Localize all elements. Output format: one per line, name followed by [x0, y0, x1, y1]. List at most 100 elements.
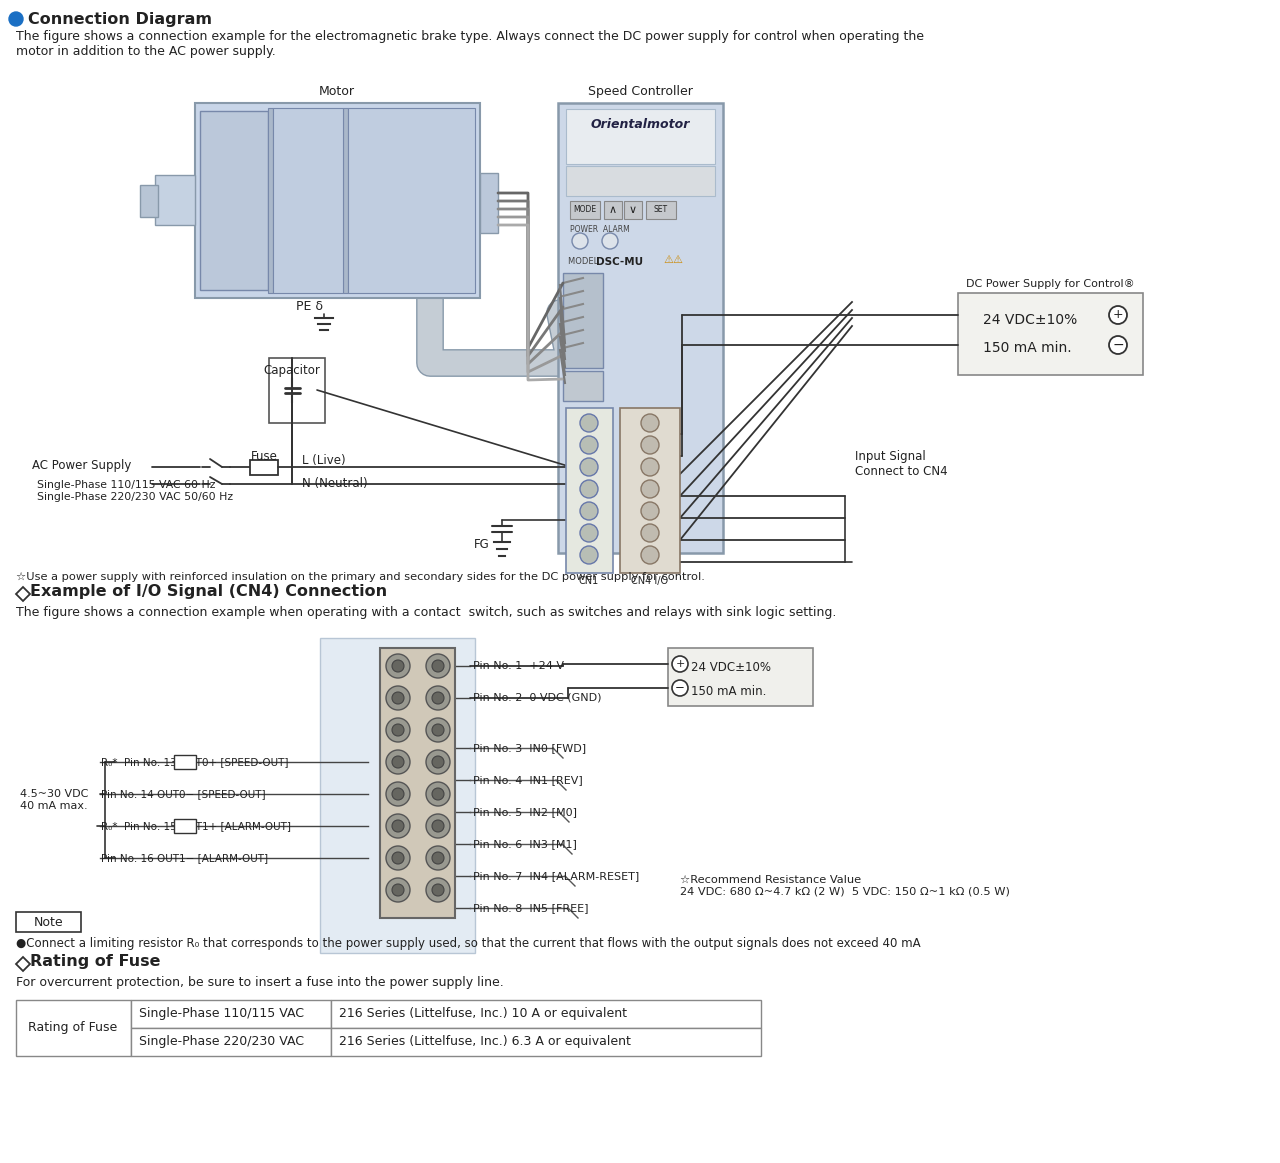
Circle shape — [392, 852, 404, 864]
Circle shape — [672, 656, 689, 672]
Text: 4.5~30 VDC
40 mA max.: 4.5~30 VDC 40 mA max. — [20, 790, 88, 811]
Circle shape — [433, 692, 444, 704]
Text: Single-Phase 110/115 VAC 60 Hz
Single-Phase 220/230 VAC 50/60 Hz: Single-Phase 110/115 VAC 60 Hz Single-Ph… — [37, 480, 233, 501]
Circle shape — [426, 814, 451, 839]
Polygon shape — [15, 957, 29, 971]
Text: Fuse: Fuse — [251, 450, 278, 463]
Text: 24 VDC±10%: 24 VDC±10% — [691, 661, 771, 675]
Circle shape — [580, 480, 598, 498]
Circle shape — [392, 820, 404, 832]
Circle shape — [641, 480, 659, 498]
Text: Single-Phase 220/230 VAC: Single-Phase 220/230 VAC — [140, 1035, 305, 1049]
Text: Example of I/O Signal (CN4) Connection: Example of I/O Signal (CN4) Connection — [29, 584, 387, 599]
Circle shape — [641, 502, 659, 520]
Text: Pin No. 4  IN1 [REV]: Pin No. 4 IN1 [REV] — [474, 775, 582, 785]
Bar — [320, 638, 475, 952]
Circle shape — [387, 846, 410, 870]
Text: Pin No. 1  +24 V: Pin No. 1 +24 V — [474, 661, 564, 671]
Text: The figure shows a connection example for the electromagnetic brake type. Always: The figure shows a connection example fo… — [15, 30, 924, 58]
Text: Motor: Motor — [319, 85, 355, 98]
Text: R₀*  Pin No. 13 OUT0+ [SPEED-OUT]: R₀* Pin No. 13 OUT0+ [SPEED-OUT] — [101, 757, 288, 768]
Text: R₀*  Pin No. 15 OUT1+ [ALARM-OUT]: R₀* Pin No. 15 OUT1+ [ALARM-OUT] — [101, 821, 291, 832]
Circle shape — [433, 789, 444, 800]
Text: Connection Diagram: Connection Diagram — [28, 12, 212, 27]
Circle shape — [426, 846, 451, 870]
Circle shape — [580, 414, 598, 431]
Text: Rating of Fuse: Rating of Fuse — [29, 954, 160, 969]
Circle shape — [387, 750, 410, 775]
Bar — [250, 461, 278, 475]
Bar — [563, 371, 603, 401]
Text: 150 mA min.: 150 mA min. — [983, 341, 1071, 355]
Text: −: − — [1112, 338, 1124, 352]
Circle shape — [602, 233, 618, 249]
Circle shape — [580, 545, 598, 564]
Bar — [348, 108, 475, 293]
Bar — [131, 1000, 332, 1028]
Text: AC Power Supply: AC Power Supply — [32, 458, 132, 471]
Text: Pin No. 6  IN3 [M1]: Pin No. 6 IN3 [M1] — [474, 839, 577, 849]
Text: 216 Series (Littelfuse, Inc.) 6.3 A or equivalent: 216 Series (Littelfuse, Inc.) 6.3 A or e… — [339, 1035, 631, 1049]
Text: CN4 I/O: CN4 I/O — [631, 576, 668, 586]
Bar — [563, 273, 603, 368]
Bar — [15, 912, 81, 932]
Polygon shape — [305, 383, 317, 398]
Text: ⚠⚠: ⚠⚠ — [663, 255, 684, 265]
Circle shape — [387, 782, 410, 806]
Text: ●Connect a limiting resistor R₀ that corresponds to the power supply used, so th: ●Connect a limiting resistor R₀ that cor… — [15, 937, 920, 950]
Text: Single-Phase 110/115 VAC: Single-Phase 110/115 VAC — [140, 1007, 305, 1020]
Circle shape — [572, 233, 588, 249]
Text: ☆Use a power supply with reinforced insulation on the primary and secondary side: ☆Use a power supply with reinforced insu… — [15, 572, 705, 582]
Circle shape — [580, 458, 598, 476]
Bar — [140, 185, 157, 217]
Text: Pin No. 3  IN0 [FWD]: Pin No. 3 IN0 [FWD] — [474, 743, 586, 752]
Text: Orientalmotor: Orientalmotor — [590, 119, 690, 131]
Text: For overcurrent protection, be sure to insert a fuse into the power supply line.: For overcurrent protection, be sure to i… — [15, 976, 504, 989]
Text: +: + — [676, 659, 685, 669]
Circle shape — [580, 525, 598, 542]
Circle shape — [433, 659, 444, 672]
Circle shape — [392, 884, 404, 896]
Bar — [268, 108, 273, 293]
Polygon shape — [15, 587, 29, 601]
Text: Pin No. 5  IN2 [M0]: Pin No. 5 IN2 [M0] — [474, 807, 577, 816]
Bar — [480, 173, 498, 233]
Bar — [625, 201, 643, 219]
Text: MODEL: MODEL — [568, 257, 600, 266]
Bar — [332, 1000, 762, 1028]
Bar — [646, 201, 676, 219]
Bar — [155, 174, 195, 224]
Bar — [566, 408, 613, 573]
Circle shape — [641, 545, 659, 564]
Text: Input Signal
Connect to CN4: Input Signal Connect to CN4 — [855, 450, 947, 478]
Text: DC Power Supply for Control®: DC Power Supply for Control® — [965, 279, 1134, 288]
Bar — [174, 755, 196, 769]
Bar — [269, 358, 325, 423]
Text: 150 mA min.: 150 mA min. — [691, 685, 767, 698]
Circle shape — [641, 525, 659, 542]
Text: FG: FG — [474, 538, 490, 551]
Text: L (Live): L (Live) — [302, 454, 346, 468]
Text: Speed Controller: Speed Controller — [588, 85, 692, 98]
Bar — [174, 819, 196, 833]
Circle shape — [426, 686, 451, 709]
Text: ☆Recommend Resistance Value
24 VDC: 680 Ω~4.7 kΩ (2 W)  5 VDC: 150 Ω~1 kΩ (0.5 W: ☆Recommend Resistance Value 24 VDC: 680 … — [680, 875, 1010, 897]
Bar — [570, 201, 600, 219]
Circle shape — [9, 12, 23, 26]
Text: The figure shows a connection example when operating with a contact  switch, suc: The figure shows a connection example wh… — [15, 606, 836, 619]
Circle shape — [426, 750, 451, 775]
Circle shape — [641, 414, 659, 431]
Text: Note: Note — [35, 915, 64, 928]
Text: SET: SET — [654, 206, 668, 214]
Bar — [343, 108, 348, 293]
Circle shape — [387, 814, 410, 839]
Circle shape — [433, 820, 444, 832]
Bar — [604, 201, 622, 219]
Circle shape — [641, 436, 659, 454]
Circle shape — [672, 680, 689, 695]
Circle shape — [426, 782, 451, 806]
Text: MODE: MODE — [573, 206, 596, 214]
Bar — [558, 104, 723, 552]
Circle shape — [1108, 306, 1126, 324]
Text: N (Neutral): N (Neutral) — [302, 477, 367, 490]
